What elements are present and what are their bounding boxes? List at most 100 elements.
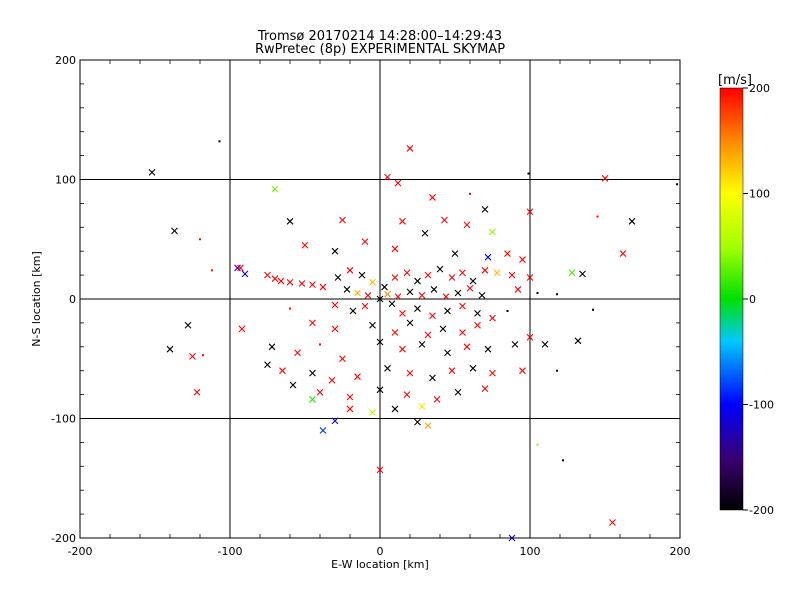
- data-point-stroke: [346, 405, 354, 413]
- data-point: [279, 367, 286, 375]
- data-point: [331, 247, 339, 255]
- data-point-stroke: [361, 302, 369, 310]
- data-point: [504, 250, 511, 257]
- data-point-stroke: [609, 519, 616, 526]
- data-point-stroke: [237, 264, 244, 272]
- data-point-stroke: [448, 274, 456, 281]
- data-point-stroke: [238, 325, 246, 333]
- data-point-stroke: [429, 312, 436, 320]
- data-point: [489, 369, 496, 377]
- data-point: [301, 241, 309, 249]
- data-point: [369, 278, 376, 286]
- data-point: [294, 349, 301, 357]
- data-point-stroke: [481, 266, 489, 274]
- data-point: [579, 270, 586, 278]
- data-point-stroke: [391, 274, 399, 281]
- data-point: [211, 269, 213, 272]
- data-point-stroke: [628, 217, 636, 225]
- data-point: [184, 321, 192, 329]
- data-point: [391, 405, 399, 413]
- data-point: [429, 194, 436, 201]
- data-point-stroke: [166, 345, 174, 353]
- data-point-stroke: [619, 250, 627, 257]
- data-point: [469, 277, 477, 285]
- data-point: [331, 417, 339, 425]
- data-point-stroke: [384, 364, 391, 372]
- data-point: [166, 345, 174, 353]
- data-point-stroke: [451, 250, 459, 257]
- data-point: [568, 269, 576, 277]
- data-point: [628, 217, 636, 225]
- data-point: [319, 427, 327, 434]
- data-point: [430, 286, 438, 293]
- data-point: [459, 269, 466, 277]
- data-point: [289, 307, 291, 310]
- x-tick-label: 0: [377, 545, 384, 558]
- y-tick-label: -100: [51, 413, 76, 426]
- colorbar-tick-label: 100: [749, 188, 770, 201]
- data-point-stroke: [436, 265, 444, 273]
- data-point-stroke: [376, 386, 384, 394]
- data-point: [484, 345, 492, 353]
- y-axis-ticks: -200 -100 0 100 200: [51, 54, 680, 545]
- data-point: [676, 183, 678, 186]
- data-point: [442, 293, 450, 300]
- data-point-stroke: [469, 364, 477, 372]
- data-point: [202, 354, 204, 357]
- data-point: [596, 215, 599, 218]
- data-point: [536, 443, 539, 446]
- data-point: [369, 409, 376, 416]
- data-point-stroke: [406, 319, 414, 327]
- data-point-stroke: [424, 271, 432, 279]
- data-point-stroke: [459, 302, 466, 310]
- data-point-stroke: [463, 221, 471, 229]
- data-point: [271, 185, 279, 193]
- data-point: [354, 373, 361, 381]
- data-point-stroke: [601, 174, 609, 182]
- data-point-stroke: [241, 270, 249, 278]
- data-point: [381, 283, 388, 291]
- data-point-stroke: [579, 270, 586, 278]
- data-point: [493, 269, 501, 277]
- data-point: [391, 329, 399, 336]
- data-point-stroke: [493, 269, 501, 277]
- data-point: [218, 140, 221, 143]
- data-point: [574, 337, 582, 345]
- data-point-stroke: [399, 217, 406, 225]
- data-point: [429, 312, 436, 320]
- data-point: [394, 179, 402, 187]
- data-point-stroke: [301, 241, 309, 249]
- data-point: [418, 292, 426, 299]
- data-point: [466, 284, 474, 292]
- data-point-stroke: [541, 341, 549, 348]
- data-point: [238, 325, 246, 333]
- data-point: [346, 266, 354, 274]
- data-point: [433, 395, 441, 403]
- data-point: [171, 227, 178, 235]
- data-point-stroke: [418, 403, 426, 410]
- data-point-stroke: [466, 284, 474, 292]
- data-point-stroke: [526, 333, 534, 341]
- data-point-stroke: [361, 238, 369, 246]
- data-point-stroke: [454, 388, 462, 396]
- data-point-stroke: [489, 369, 496, 377]
- data-point: [418, 403, 426, 410]
- data-point-stroke: [478, 292, 486, 299]
- data-point: [286, 217, 294, 225]
- colorbar: [719, 87, 744, 511]
- data-point-stroke: [403, 391, 411, 398]
- data-point: [376, 386, 384, 394]
- data-point: [454, 388, 462, 396]
- data-point-stroke: [193, 388, 201, 396]
- data-point-stroke: [481, 205, 489, 213]
- data-point: [298, 280, 306, 287]
- data-point-stroke: [444, 349, 451, 357]
- data-point: [444, 349, 451, 357]
- data-point-stroke: [319, 427, 327, 434]
- data-point-stroke: [381, 283, 388, 291]
- data-point: [309, 395, 316, 403]
- data-point: [536, 292, 539, 295]
- data-point-stroke: [474, 321, 481, 329]
- chart-subtitle: RwPretec (8p) EXPERIMENTAL SKYMAP: [255, 42, 505, 57]
